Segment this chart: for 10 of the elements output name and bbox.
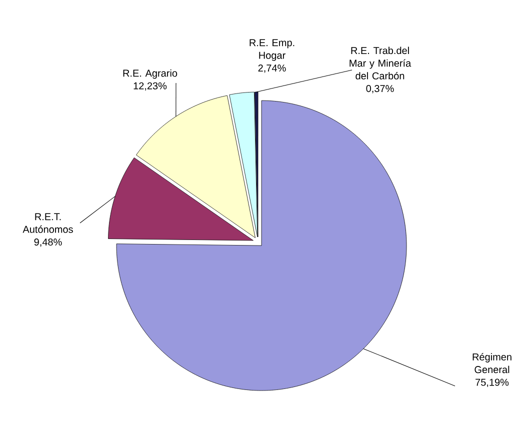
slice-label: R.E.T. Autónomos <box>22 213 73 233</box>
data-label: 75,19% <box>476 378 509 387</box>
data-label: 9,48% <box>34 238 62 247</box>
data-label: 0,37% <box>366 84 394 94</box>
slice-label: R.E. Agrario <box>123 69 178 79</box>
data-label: 12,23% <box>134 82 167 91</box>
slice-label: R.E. Emp. Hogar <box>250 39 294 61</box>
slice-label: R.E. Trab.del Mar y Minería del Carbón <box>350 46 412 80</box>
data-label: 2,74% <box>258 64 286 73</box>
slice-label: Régimen General <box>472 353 512 374</box>
